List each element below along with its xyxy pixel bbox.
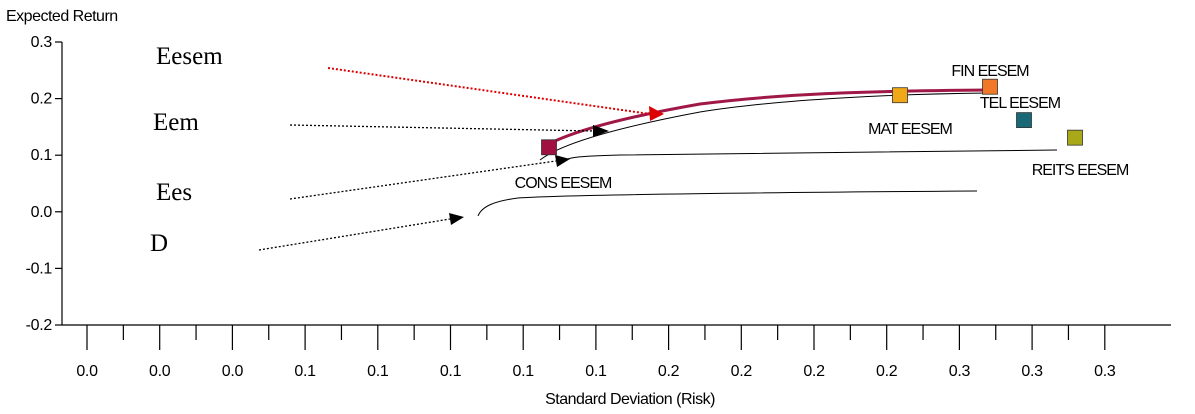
arrow-eem-head (593, 125, 609, 137)
frontier-label-ees: Ees (156, 179, 192, 206)
asset-marker-fin (983, 79, 998, 94)
frontier-label-eesem: Eesem (156, 43, 223, 70)
asset-label-mat: MAT EESEM (868, 121, 952, 138)
arrow-eesem-head (649, 106, 664, 121)
asset-points: CONS EESEM MAT EESEM FIN EESEM TEL EESEM REI… (515, 63, 1129, 192)
x-tick-label: 0.3 (949, 363, 971, 380)
y-axis-ticks: 0.3 0.2 0.1 0.0 -0.1 -0.2 (26, 34, 62, 334)
frontier-label-d: D (150, 230, 168, 257)
asset-marker-tel (1017, 113, 1032, 128)
x-tick-label: 0.1 (513, 363, 535, 380)
frontier-curve-ees (558, 150, 1057, 164)
arrow-d (259, 219, 450, 250)
arrow-ees-head (555, 155, 570, 167)
arrow-eesem (328, 68, 650, 114)
y-tick-label: 0.3 (31, 34, 53, 51)
y-tick-label: 0.0 (31, 204, 53, 221)
asset-marker-mat (893, 88, 908, 103)
arrow-eem (290, 125, 594, 131)
x-tick-label: 0.0 (76, 363, 98, 380)
asset-marker-reits (1068, 130, 1083, 145)
y-tick-label: -0.1 (26, 260, 53, 277)
x-tick-label: 0.2 (658, 363, 680, 380)
frontier-label-eem: Eem (153, 109, 199, 136)
asset-label-reits: REITS EESEM (1032, 162, 1129, 179)
x-tick-label: 0.1 (585, 363, 607, 380)
y-tick-label: 0.2 (31, 91, 53, 108)
x-tick-label: 0.1 (294, 363, 316, 380)
x-tick-label: 0.1 (440, 363, 462, 380)
frontier-curve-d (478, 191, 977, 216)
x-tick-label: 0.0 (222, 363, 244, 380)
y-tick-label: -0.2 (26, 317, 53, 334)
asset-label-tel: TEL EESEM (980, 95, 1061, 112)
frontier-labels: Eesem Eem Ees D (150, 43, 223, 257)
x-tick-label: 0.0 (149, 363, 171, 380)
x-tick-label: 0.2 (731, 363, 753, 380)
asset-marker-cons (542, 140, 557, 155)
y-tick-label: 0.1 (31, 147, 53, 164)
y-axis-title: Expected Return (6, 8, 118, 25)
x-tick-label: 0.1 (367, 363, 389, 380)
x-tick-label: 0.3 (1021, 363, 1043, 380)
x-tick-label: 0.2 (876, 363, 898, 380)
x-axis-ticks: 0.0 0.0 0.0 0.1 0.1 0.1 0.1 0.1 0.2 0.2 0.2 0.2 0.3 0… (76, 325, 1116, 380)
arrow-d-head (449, 213, 464, 225)
asset-label-fin: FIN EESEM (951, 63, 1029, 80)
asset-label-cons: CONS EESEM (515, 175, 612, 192)
x-tick-label: 0.3 (1094, 363, 1116, 380)
x-tick-label: 0.2 (803, 363, 825, 380)
x-axis-title: Standard Deviation (Risk) (545, 391, 715, 408)
